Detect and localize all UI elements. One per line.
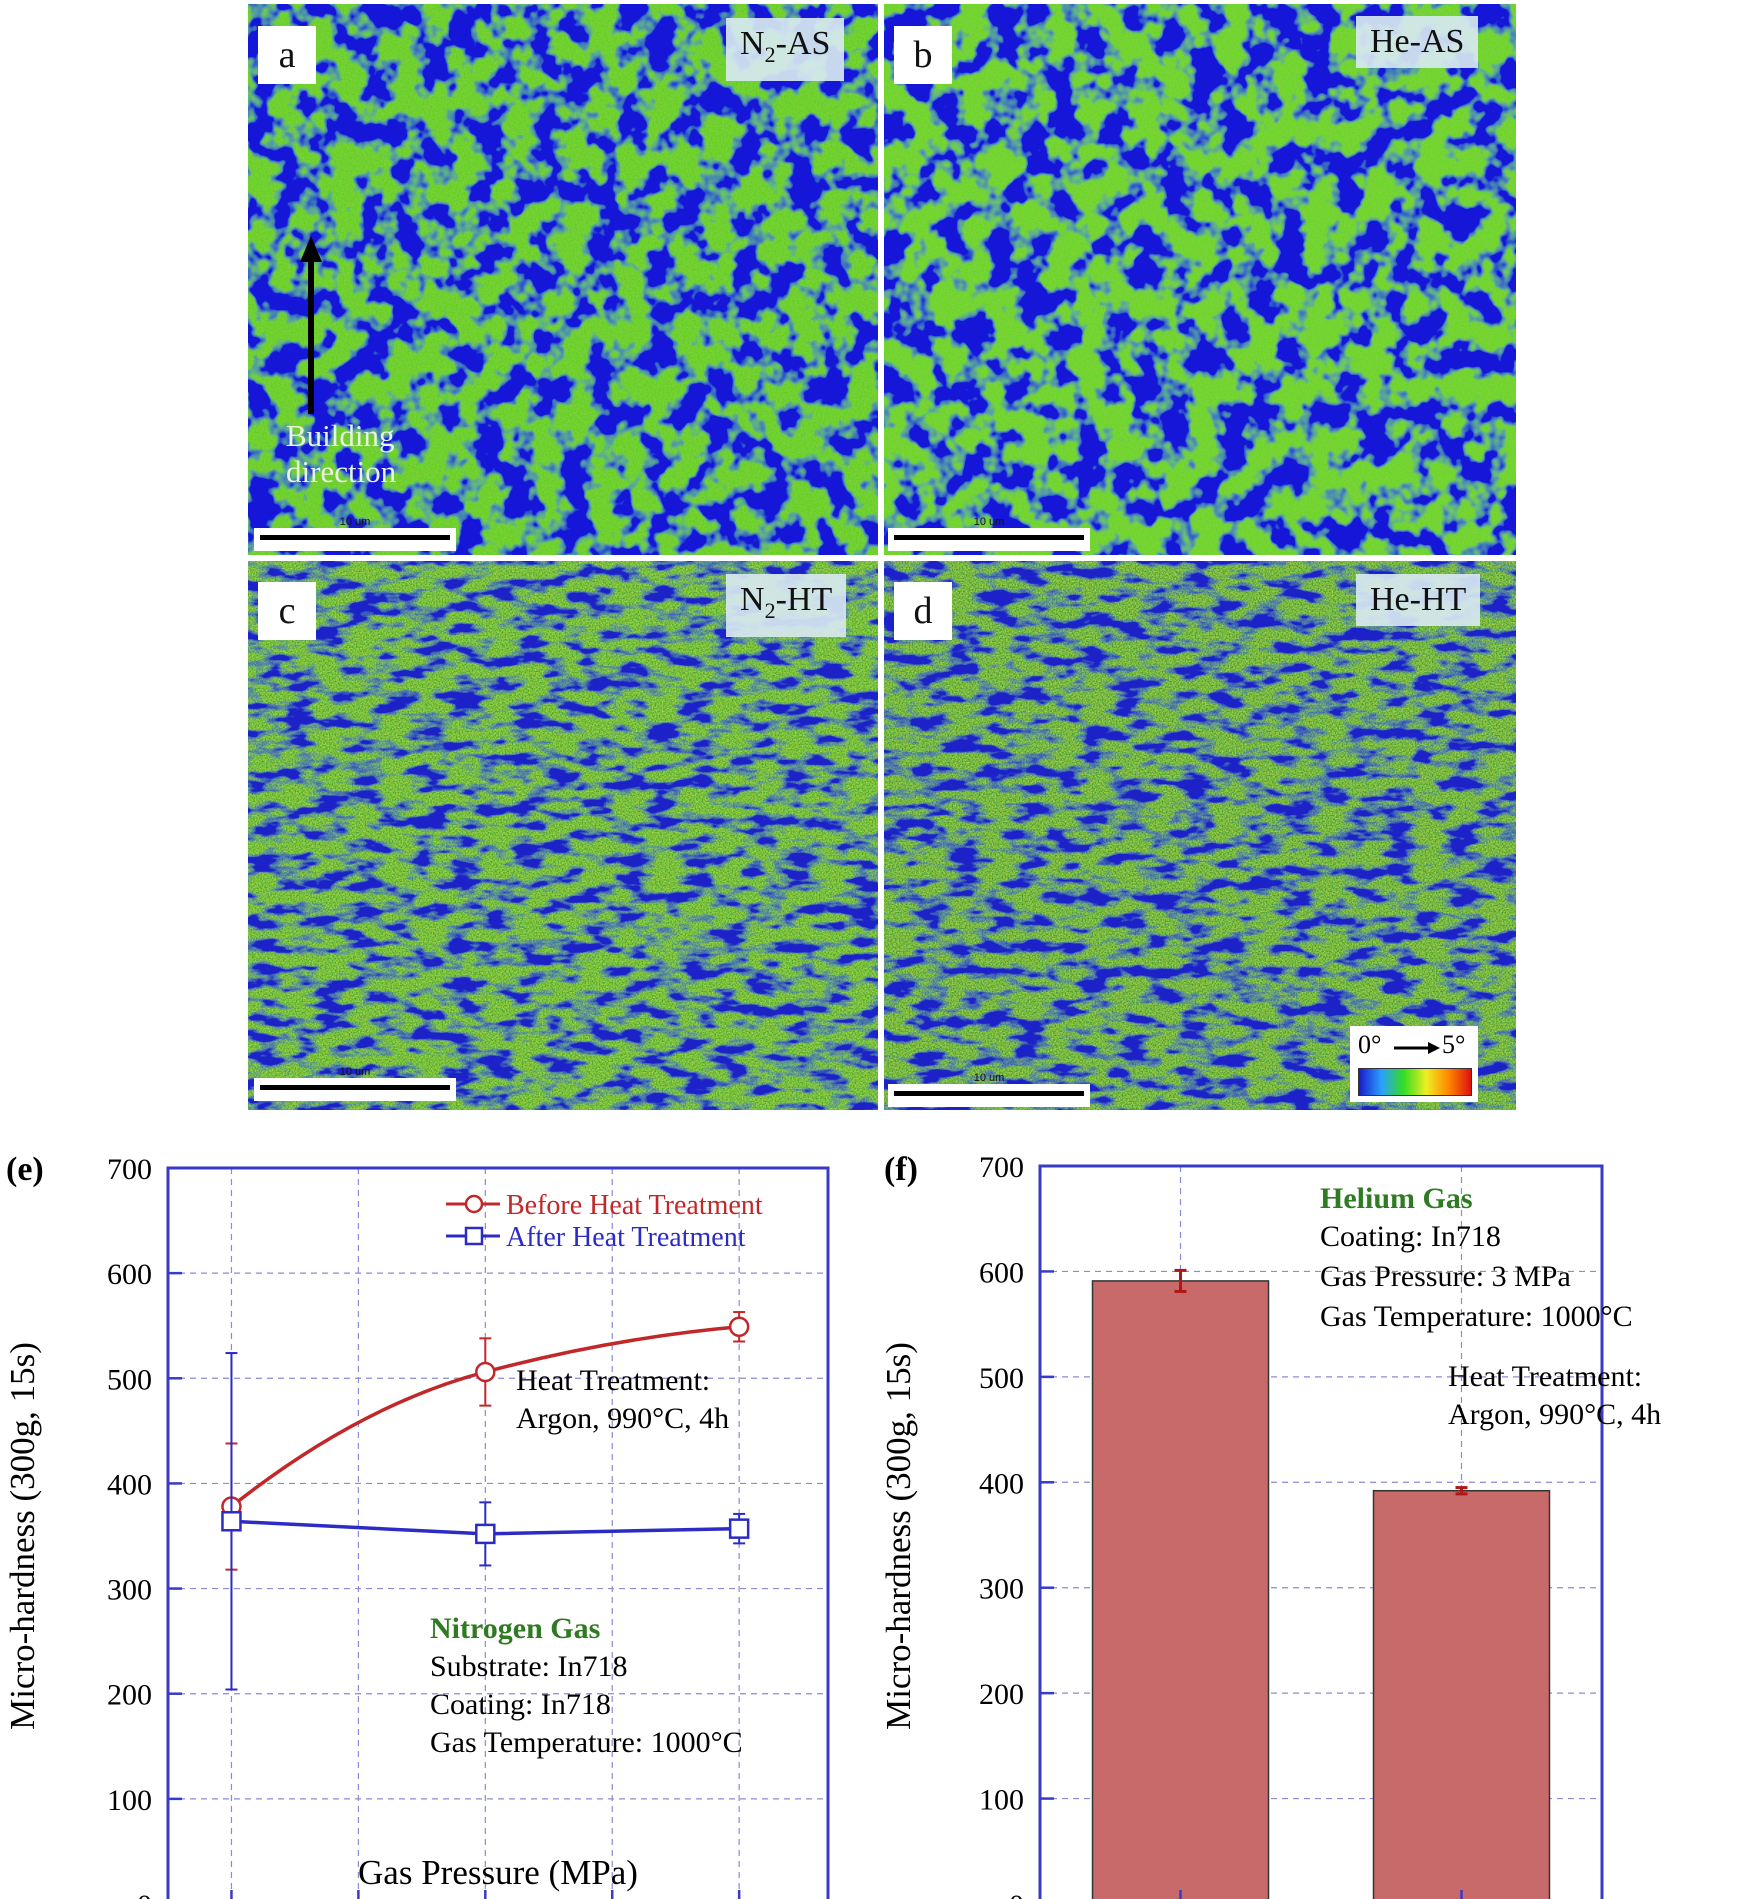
building-direction-arrow: [300, 236, 322, 414]
scale-bar-a: [254, 528, 456, 551]
scale-bar-d: [888, 1084, 1090, 1107]
chart-e-legend: Before Heat Treatment After Heat Treatme…: [446, 1190, 763, 1253]
chart-e-frame: [166, 1166, 830, 1899]
chart-e: (e) 0 100 200 300 400 500 600 700 34567 Micro-h…: [3, 1151, 830, 1899]
sample-tag-d: He-HT: [1356, 574, 1481, 626]
chart-f: (f) 0 100 200 300 400 500 600 700 Before HTAfte…: [879, 1151, 1661, 1899]
chart-e-before-point: [475, 1361, 496, 1383]
chart-f-x-ticks: Before HTAfter HT: [1179, 1890, 1463, 1899]
chart-f-y-tick-label: 500: [979, 1362, 1024, 1395]
scale-bar-b: [888, 528, 1090, 551]
chart-e-y-tick-label: 300: [107, 1574, 152, 1607]
chart-f-gas-line2: Gas Pressure: 3 MPa: [1320, 1260, 1571, 1293]
chart-e-gas-line1: Substrate: In718: [430, 1650, 627, 1683]
chart-e-xlabel: Gas Pressure (MPa): [358, 1853, 638, 1892]
chart-e-gas-heading: Nitrogen Gas: [430, 1612, 600, 1645]
chart-e-ylabel: Micro-hardness (300g, 15s): [3, 1342, 42, 1730]
chart-e-before-point: [728, 1316, 750, 1338]
chart-e-y-tick-label: 400: [107, 1468, 152, 1501]
chart-f-bar-before: [1091, 1280, 1270, 1899]
chart-e-y-tick-label: 100: [107, 1784, 152, 1817]
chart-f-gas-line1: Coating: In718: [1320, 1220, 1501, 1253]
building-direction-line1: Building: [286, 418, 395, 453]
chart-e-y-tick-label: 0: [137, 1889, 152, 1899]
color-key-to: 5°: [1442, 1030, 1466, 1059]
micrograph-grid: a N2-AS Building direction 10 um b He-AS…: [248, 4, 1516, 1110]
chart-e-y-tick-label: 600: [107, 1258, 152, 1291]
chart-f-y-tick-label: 700: [979, 1151, 1024, 1184]
micrograph-texture: [248, 4, 1516, 1110]
chart-e-y-tick-label: 700: [107, 1153, 152, 1186]
chart-e-after-point: [728, 1518, 750, 1539]
scale-label-c: 10 um: [339, 1066, 371, 1078]
color-key: 0° 5°: [1350, 1026, 1478, 1102]
sample-tag-a-rest: -AS: [775, 25, 831, 62]
chart-f-panel-label: (f): [884, 1151, 918, 1188]
chart-e-x-ticks: 34567: [230, 1890, 741, 1899]
panel-letter-a: a: [258, 26, 316, 84]
chart-f-bars: [1091, 1268, 1551, 1899]
legend-after-label: After Heat Treatment: [506, 1222, 746, 1253]
color-key-gradient: [1358, 1068, 1472, 1096]
chart-f-ylabel: Micro-hardness (300g, 15s): [879, 1342, 918, 1730]
chart-e-panel-label: (e): [6, 1151, 44, 1188]
scale-label-d: 10 um: [973, 1072, 1005, 1084]
chart-e-y-ticks: 0 100 200 300 400 500 600 700: [107, 1153, 182, 1899]
sample-tag-b-main: He-AS: [1370, 23, 1465, 60]
color-key-from: 0°: [1358, 1030, 1382, 1059]
legend-before-marker: [464, 1194, 484, 1214]
chart-f-gas-line3: Gas Temperature: 1000°C: [1320, 1300, 1633, 1333]
chart-f-y-tick-label: 0: [1009, 1889, 1024, 1899]
sample-tag-c: N2-HT: [726, 574, 847, 637]
sample-tag-c-main: N: [740, 581, 765, 618]
sample-tag-d-main: He-HT: [1370, 581, 1467, 618]
sample-tag-c-sub: 2: [764, 597, 776, 623]
sample-tag-a-sub: 2: [764, 41, 776, 67]
chart-e-y-tick-label: 500: [107, 1363, 152, 1396]
scale-bar-c: [254, 1078, 456, 1101]
chart-f-ht-line1: Heat Treatment:: [1448, 1360, 1642, 1393]
scale-label-b: 10 um: [973, 516, 1005, 528]
chart-e-ht-line2: Argon, 990°C, 4h: [516, 1402, 729, 1435]
panel-letter-b: b: [894, 26, 952, 84]
chart-f-ht-line2: Argon, 990°C, 4h: [1448, 1398, 1661, 1431]
sample-tag-b: He-AS: [1356, 16, 1479, 68]
chart-f-y-tick-label: 200: [979, 1678, 1024, 1711]
chart-f-gas-heading: Helium Gas: [1320, 1182, 1473, 1215]
sample-tag-a-main: N: [740, 25, 765, 62]
color-key-arrow-icon: [1394, 1042, 1440, 1054]
chart-f-bar-after: [1372, 1489, 1551, 1899]
building-direction-label: Building direction: [286, 418, 396, 490]
chart-f-frame: [1038, 1164, 1604, 1899]
chart-f-y-ticks: 0 100 200 300 400 500 600 700: [979, 1151, 1054, 1899]
chart-e-series: [221, 1311, 750, 1691]
panel-letter-c: c: [258, 582, 316, 640]
chart-f-y-tick-label: 100: [979, 1784, 1024, 1817]
legend-after-marker: [464, 1226, 484, 1246]
chart-e-after-point: [221, 1511, 242, 1532]
sample-tag-c-rest: -HT: [775, 581, 833, 618]
chart-e-gas-line2: Coating: In718: [430, 1688, 611, 1721]
chart-e-ht-line1: Heat Treatment:: [516, 1364, 710, 1397]
legend-before-label: Before Heat Treatment: [506, 1190, 763, 1221]
scale-label-a: 10 um: [339, 516, 371, 528]
sample-tag-a: N2-AS: [726, 18, 845, 81]
panel-letter-d: d: [894, 582, 952, 640]
chart-f-y-tick-label: 400: [979, 1467, 1024, 1500]
building-direction-line2: direction: [286, 454, 397, 489]
chart-e-y-tick-label: 200: [107, 1679, 152, 1712]
chart-e-gas-line3: Gas Temperature: 1000°C: [430, 1726, 743, 1759]
chart-e-after-point: [475, 1523, 496, 1545]
chart-f-y-tick-label: 300: [979, 1573, 1024, 1606]
chart-f-y-tick-label: 600: [979, 1256, 1024, 1289]
